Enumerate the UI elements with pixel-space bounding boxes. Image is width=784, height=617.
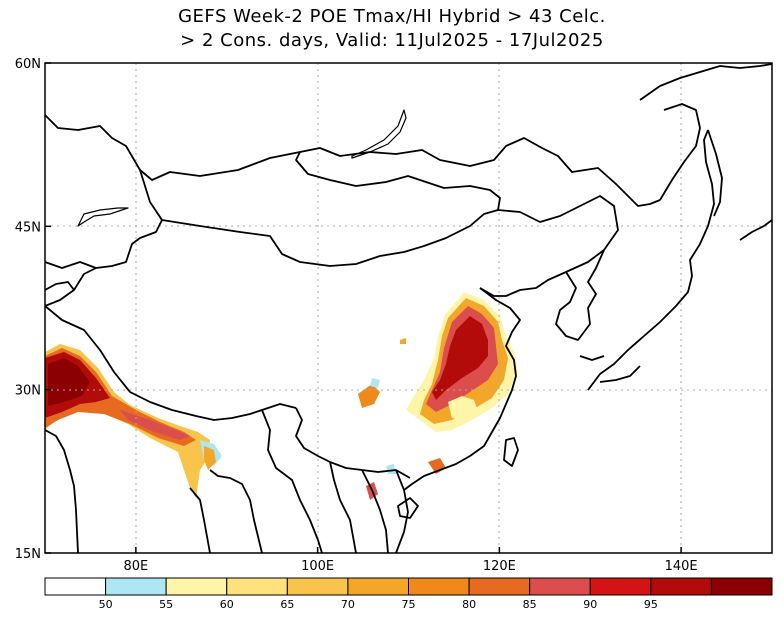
- colorbar-bin: [589, 577, 652, 596]
- shading-bengal-inner: [204, 446, 216, 470]
- colorbar-bin: [650, 577, 712, 596]
- lat-tick-label: 60N: [15, 57, 41, 72]
- map-title-line-1: GEFS Week-2 POE Tmax/HI Hybrid > 43 Celc…: [178, 6, 606, 27]
- shading-china-gap: [448, 396, 478, 420]
- map-area: [45, 63, 772, 553]
- shading-n-china-dot: [400, 338, 406, 344]
- shading-sichuan: [358, 384, 380, 408]
- colorbar-label: 65: [280, 598, 294, 611]
- colorbar-label: 70: [341, 598, 355, 611]
- colorbar-label: 75: [402, 598, 416, 611]
- colorbar-bin: [105, 577, 167, 596]
- map-frame: [44, 62, 773, 554]
- lon-tick-label: 100E: [301, 559, 334, 574]
- colorbar-bin: [529, 577, 591, 596]
- latitude-labels: 15N 30N 45N 60N: [15, 57, 51, 562]
- colorbar-bin: [347, 577, 409, 596]
- shading-china-core: [432, 316, 488, 400]
- colorbar-label: 80: [462, 598, 476, 611]
- shading-s-china-edge: [386, 464, 396, 474]
- colorbar: 50 55 60 65 70 75 80 85 90 95: [44, 577, 773, 611]
- lat-tick-label: 15N: [15, 547, 41, 562]
- colorbar-bin: [44, 577, 107, 596]
- colorbar-label: 85: [523, 598, 537, 611]
- colorbar-bin: [226, 577, 288, 596]
- map-title-line-2: > 2 Cons. days, Valid: 11Jul2025 - 17Jul…: [180, 30, 604, 51]
- colorbar-label: 90: [583, 598, 597, 611]
- graticule: [45, 63, 772, 553]
- lat-tick-label: 45N: [15, 220, 41, 235]
- colorbar-bin: [710, 577, 773, 596]
- colorbar-bin: [286, 577, 349, 596]
- colorbar-label: 55: [159, 598, 173, 611]
- country-borders: [45, 63, 772, 553]
- colorbar-label: 60: [220, 598, 234, 611]
- lon-tick-label: 80E: [123, 559, 148, 574]
- colorbar-bin: [468, 577, 531, 596]
- lon-tick-label: 120E: [483, 559, 516, 574]
- colorbar-label: 95: [644, 598, 658, 611]
- shading-india-max: [48, 358, 90, 406]
- probability-shading: [45, 292, 518, 500]
- longitude-labels: 80E 100E 120E 140E: [123, 547, 698, 574]
- colorbar-bin: [165, 577, 228, 596]
- lon-tick-label: 140E: [665, 559, 698, 574]
- colorbar-label: 50: [99, 598, 113, 611]
- shading-ganges: [120, 410, 190, 440]
- shading-sichuan-edge: [370, 378, 380, 388]
- colorbar-bin: [408, 577, 470, 596]
- lat-tick-label: 30N: [15, 384, 41, 399]
